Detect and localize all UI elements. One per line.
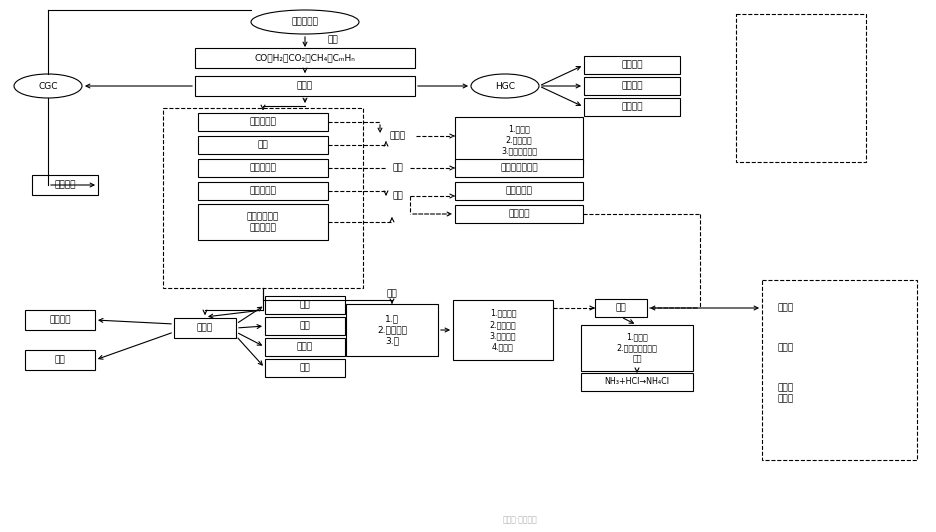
Text: 湿式动态: 湿式动态 (50, 315, 71, 325)
FancyBboxPatch shape (25, 310, 95, 330)
Bar (761, 280, 916, 460)
FancyBboxPatch shape (455, 117, 582, 163)
FancyBboxPatch shape (197, 113, 328, 131)
Text: 污染物: 污染物 (297, 81, 313, 90)
FancyBboxPatch shape (197, 159, 328, 177)
Text: 热催化分解: 热催化分解 (505, 187, 532, 195)
Text: 1.水
2.有机溶剂
3.酸: 1.水 2.有机溶剂 3.酸 (376, 314, 406, 346)
FancyBboxPatch shape (197, 204, 328, 240)
Text: 文丘里: 文丘里 (297, 343, 313, 352)
Text: 1.有机溶剂
2.碱性溶液
3.多孔固体
4.生物炭: 1.有机溶剂 2.碱性溶液 3.多孔固体 4.生物炭 (490, 309, 516, 351)
Text: 活性炭: 活性炭 (777, 303, 794, 312)
FancyBboxPatch shape (455, 205, 582, 223)
Text: 颗粒污染物: 颗粒污染物 (249, 118, 276, 127)
Text: 吸收: 吸收 (387, 289, 397, 298)
FancyBboxPatch shape (345, 304, 437, 356)
FancyBboxPatch shape (195, 48, 415, 68)
Text: 卤化氢和微量
金属污染物: 卤化氢和微量 金属污染物 (246, 212, 279, 232)
FancyBboxPatch shape (265, 317, 344, 335)
Text: 生物质、煤: 生物质、煤 (291, 18, 318, 27)
FancyBboxPatch shape (583, 98, 680, 116)
Text: CO、H₂、CO₂、CH₄、CₘHₙ: CO、H₂、CO₂、CH₄、CₘHₙ (255, 54, 355, 62)
Text: 1.预处理
2.颗粒物和焦油的
去除: 1.预处理 2.颗粒物和焦油的 去除 (616, 332, 657, 363)
Text: 静电: 静电 (300, 363, 310, 372)
Text: 喷雾: 喷雾 (300, 301, 310, 310)
FancyBboxPatch shape (32, 175, 98, 195)
Text: 静电分离: 静电分离 (621, 103, 642, 112)
Text: NH₃+HCl→NH₄Cl: NH₃+HCl→NH₄Cl (604, 378, 669, 387)
Text: 吸收: 吸收 (392, 192, 402, 201)
FancyBboxPatch shape (452, 300, 552, 360)
Text: 旋风: 旋风 (54, 355, 66, 364)
Text: 1.热裂化
2.催化裂化
3.等离子体重整: 1.热裂化 2.催化裂化 3.等离子体重整 (501, 124, 536, 155)
FancyBboxPatch shape (580, 373, 693, 391)
Bar (163, 108, 362, 288)
FancyBboxPatch shape (197, 182, 328, 200)
Text: 湿式洗涤: 湿式洗涤 (54, 180, 76, 189)
Text: 普通碱
氧化物: 普通碱 氧化物 (777, 383, 794, 403)
FancyBboxPatch shape (455, 182, 582, 200)
Text: 吸收: 吸收 (615, 303, 625, 312)
Text: 冲击: 冲击 (300, 321, 310, 330)
Text: 选择性催化氧化: 选择性催化氧化 (500, 163, 537, 172)
FancyBboxPatch shape (265, 338, 344, 356)
Text: 吸附技术: 吸附技术 (507, 210, 529, 219)
FancyBboxPatch shape (594, 299, 647, 317)
Text: CGC: CGC (38, 81, 58, 90)
FancyBboxPatch shape (580, 325, 693, 371)
Ellipse shape (251, 10, 358, 34)
Text: 热裂解: 热裂解 (389, 131, 405, 140)
Text: HGC: HGC (494, 81, 515, 90)
FancyBboxPatch shape (174, 318, 236, 338)
FancyBboxPatch shape (195, 76, 415, 96)
FancyBboxPatch shape (197, 136, 328, 154)
Text: 氧化铝: 氧化铝 (777, 344, 794, 353)
FancyBboxPatch shape (583, 56, 680, 74)
FancyBboxPatch shape (25, 350, 95, 370)
FancyBboxPatch shape (265, 296, 344, 314)
Text: 含硫污染物: 含硫污染物 (249, 187, 276, 195)
Ellipse shape (14, 74, 82, 98)
Text: 公众号·第一材智: 公众号·第一材智 (502, 516, 537, 525)
Text: 洗涤器: 洗涤器 (197, 323, 212, 332)
Ellipse shape (471, 74, 538, 98)
Text: 屏障过滤: 屏障过滤 (621, 81, 642, 90)
FancyBboxPatch shape (455, 159, 582, 177)
FancyBboxPatch shape (265, 359, 344, 377)
Text: 气化: 气化 (328, 36, 338, 45)
Text: 焦油: 焦油 (257, 140, 268, 149)
FancyBboxPatch shape (583, 77, 680, 95)
Text: 催化: 催化 (392, 163, 402, 172)
Text: 含氮污染物: 含氮污染物 (249, 163, 276, 172)
Text: 惯性分离: 惯性分离 (621, 61, 642, 70)
Bar (735, 14, 865, 162)
